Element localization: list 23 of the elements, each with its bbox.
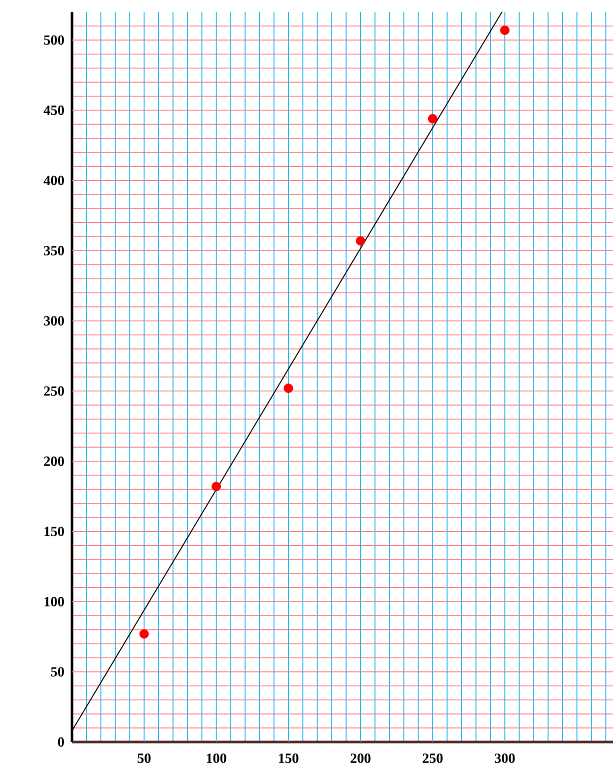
y-tick-label: 200 (44, 456, 64, 466)
point (500, 26, 510, 35)
point (139, 629, 149, 639)
x-tick-label: 300 (494, 754, 515, 763)
point (428, 114, 438, 124)
point (212, 482, 221, 492)
y-tick-label: 50 (51, 667, 64, 677)
y-tick-label: 400 (44, 176, 64, 186)
x-tick-label: 250 (422, 754, 443, 763)
y-tick-label: 500 (44, 35, 64, 45)
y-tick-label: 100 (44, 596, 64, 606)
y-tick-label: 450 (44, 106, 64, 115)
point (356, 236, 366, 246)
x-tick-label: 100 (206, 754, 226, 763)
y-tick-label: 0 (58, 737, 64, 747)
point (284, 384, 294, 393)
x-tick-label: 200 (350, 754, 371, 763)
y-tick-label: 350 (44, 246, 64, 256)
y-tick-label: 150 (44, 526, 64, 536)
x-tick-label: 150 (279, 754, 298, 763)
y-tick-label: 300 (44, 316, 64, 326)
y-tick-label: 250 (44, 386, 64, 396)
x-tick-label: 50 (138, 754, 151, 763)
